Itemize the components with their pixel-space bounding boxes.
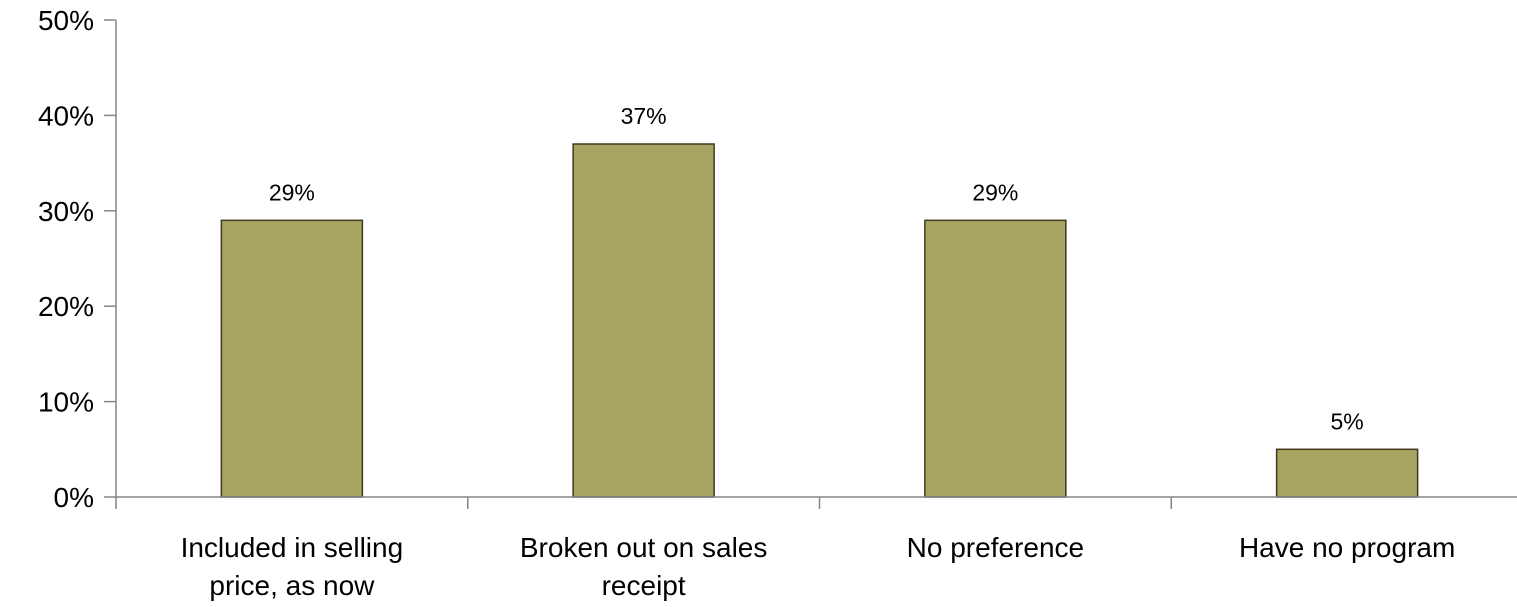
x-category-label: Included in selling price, as now bbox=[181, 532, 404, 601]
bars bbox=[220, 143, 1419, 498]
bar bbox=[220, 219, 364, 498]
y-tick-label: 20% bbox=[38, 291, 94, 322]
y-tick-label: 30% bbox=[38, 196, 94, 227]
x-axis-labels: Included in selling price, as now Broken o… bbox=[181, 532, 1456, 601]
y-tick-label: 0% bbox=[54, 482, 94, 513]
data-labels: 29% 37% 29% 5% bbox=[269, 103, 1364, 434]
y-tick-label: 40% bbox=[38, 100, 94, 131]
x-category-label: Broken out on sales receipt bbox=[520, 532, 768, 601]
data-label: 29% bbox=[269, 179, 315, 205]
x-category-label: Have no program bbox=[1239, 532, 1455, 563]
y-axis-ticks: 0% 10% 20% 30% 40% 50% bbox=[38, 5, 116, 513]
y-tick-label: 10% bbox=[38, 387, 94, 418]
x-axis-ticks bbox=[115, 497, 1172, 509]
axes bbox=[115, 20, 1517, 498]
data-label: 37% bbox=[621, 103, 667, 129]
data-label: 29% bbox=[972, 179, 1018, 205]
y-tick-label: 50% bbox=[38, 5, 94, 36]
bar bbox=[1275, 448, 1419, 498]
bar bbox=[572, 143, 715, 498]
bar bbox=[924, 219, 1067, 498]
data-label: 5% bbox=[1331, 408, 1364, 434]
x-category-label: No preference bbox=[907, 532, 1084, 563]
